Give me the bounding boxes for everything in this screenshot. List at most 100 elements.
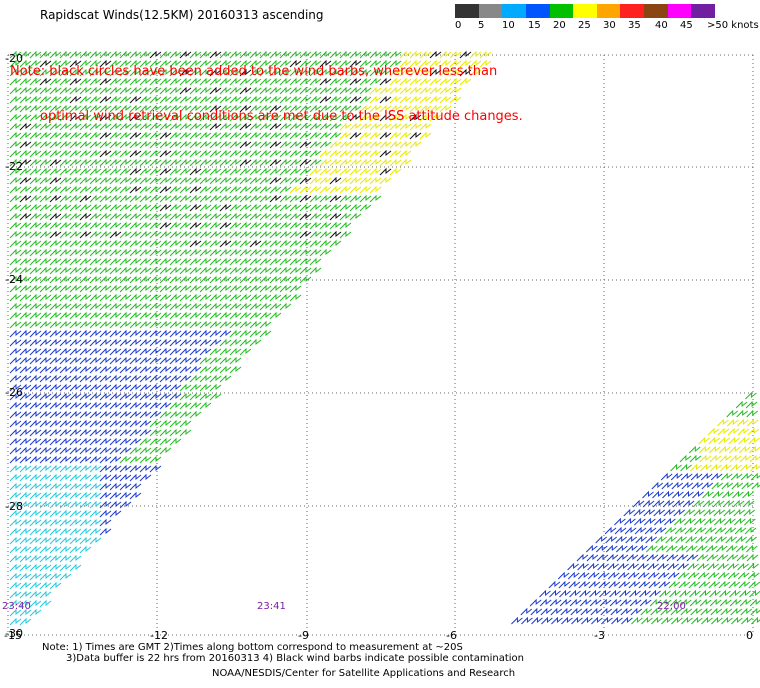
wind-barb: [269, 275, 282, 284]
wind-barb: [329, 68, 342, 77]
wind-barb: [738, 580, 751, 589]
wind-barb: [229, 95, 242, 104]
wind-barb: [733, 508, 746, 517]
wind-barb: [199, 194, 212, 203]
wind-barb: [159, 311, 172, 320]
wind-barb: [179, 212, 192, 221]
wind-barb: [249, 140, 262, 149]
wind-barb: [379, 104, 392, 113]
wind-barb: [179, 86, 192, 95]
wind-barb: [119, 248, 132, 257]
wind-barb: [299, 86, 312, 95]
wind-barb: [99, 275, 112, 284]
wind-barb: [9, 194, 22, 203]
wind-barb: [259, 194, 272, 203]
wind-barb: [725, 544, 738, 553]
wind-barb: [79, 491, 92, 500]
wind-barb: [750, 463, 760, 472]
wind-barb: [229, 176, 242, 185]
wind-barb: [19, 365, 32, 374]
wind-barb: [379, 86, 392, 95]
wind-barb: [9, 419, 22, 428]
wind-barb: [329, 194, 342, 203]
wind-barb: [29, 59, 42, 68]
wind-barb: [19, 518, 32, 527]
wind-barb: [149, 248, 162, 257]
wind-barb: [409, 122, 422, 131]
wind-barb: [109, 410, 122, 419]
wind-barb: [79, 473, 92, 482]
scale-swatch: [667, 4, 692, 18]
wind-barb: [129, 77, 142, 86]
wind-barb: [379, 77, 392, 86]
wind-barb: [49, 428, 62, 437]
wind-barb: [530, 607, 543, 616]
wind-barb: [199, 203, 212, 212]
wind-barb: [339, 77, 352, 86]
wind-barb: [399, 158, 412, 167]
wind-barb: [29, 608, 42, 617]
wind-barb: [109, 266, 122, 275]
wind-barb: [299, 230, 312, 239]
wind-barb: [670, 463, 682, 472]
wind-barb: [399, 50, 412, 59]
wind-barb: [49, 257, 62, 266]
wind-barb: [29, 590, 42, 599]
wind-barb: [39, 77, 52, 86]
wind-barb: [119, 266, 132, 275]
wind-barb: [49, 176, 62, 185]
wind-barb: [169, 374, 182, 383]
wind-barb: [79, 50, 92, 59]
wind-barb: [209, 284, 222, 293]
wind-barb: [179, 104, 192, 113]
wind-barb: [59, 338, 72, 347]
wind-barb: [269, 266, 282, 275]
wind-barbs: [9, 50, 760, 626]
wind-barb: [249, 185, 262, 194]
wind-barb: [129, 221, 142, 230]
wind-barb: [119, 167, 132, 176]
wind-barb: [9, 167, 22, 176]
wind-barb: [49, 518, 62, 527]
wind-barb: [59, 86, 72, 95]
wind-barb: [29, 212, 42, 221]
wind-barb: [159, 446, 172, 455]
wind-barb: [599, 598, 612, 607]
wind-barb: [459, 50, 472, 59]
wind-barb: [606, 553, 619, 562]
wind-barb: [29, 122, 42, 131]
wind-barb: [199, 275, 212, 284]
wind-barb: [139, 140, 152, 149]
wind-barb: [49, 311, 62, 320]
wind-barb: [199, 257, 212, 266]
wind-barb: [682, 490, 694, 499]
wind-barb: [39, 59, 52, 68]
wind-barb: [299, 176, 312, 185]
wind-barb: [119, 419, 132, 428]
wind-barb: [199, 230, 212, 239]
wind-barb: [119, 230, 132, 239]
wind-barb: [69, 50, 82, 59]
wind-barb: [99, 374, 112, 383]
wind-barb: [617, 571, 630, 580]
wind-barb: [229, 86, 242, 95]
wind-barb: [49, 563, 62, 572]
wind-barb: [129, 257, 142, 266]
wind-barb: [289, 266, 302, 275]
wind-barb: [159, 140, 172, 149]
wind-barb: [49, 212, 62, 221]
wind-barb: [129, 212, 142, 221]
wind-barb: [199, 329, 212, 338]
wind-barb: [369, 149, 382, 158]
wind-barb: [359, 149, 372, 158]
wind-barb: [139, 68, 152, 77]
wind-barb: [109, 257, 122, 266]
wind-barb: [129, 167, 142, 176]
wind-barb: [667, 562, 679, 571]
wind-barb: [209, 212, 222, 221]
wind-barb: [99, 266, 112, 275]
wind-barb: [69, 158, 82, 167]
wind-barb: [419, 86, 432, 95]
wind-barb: [59, 104, 72, 113]
wind-barb: [29, 419, 42, 428]
